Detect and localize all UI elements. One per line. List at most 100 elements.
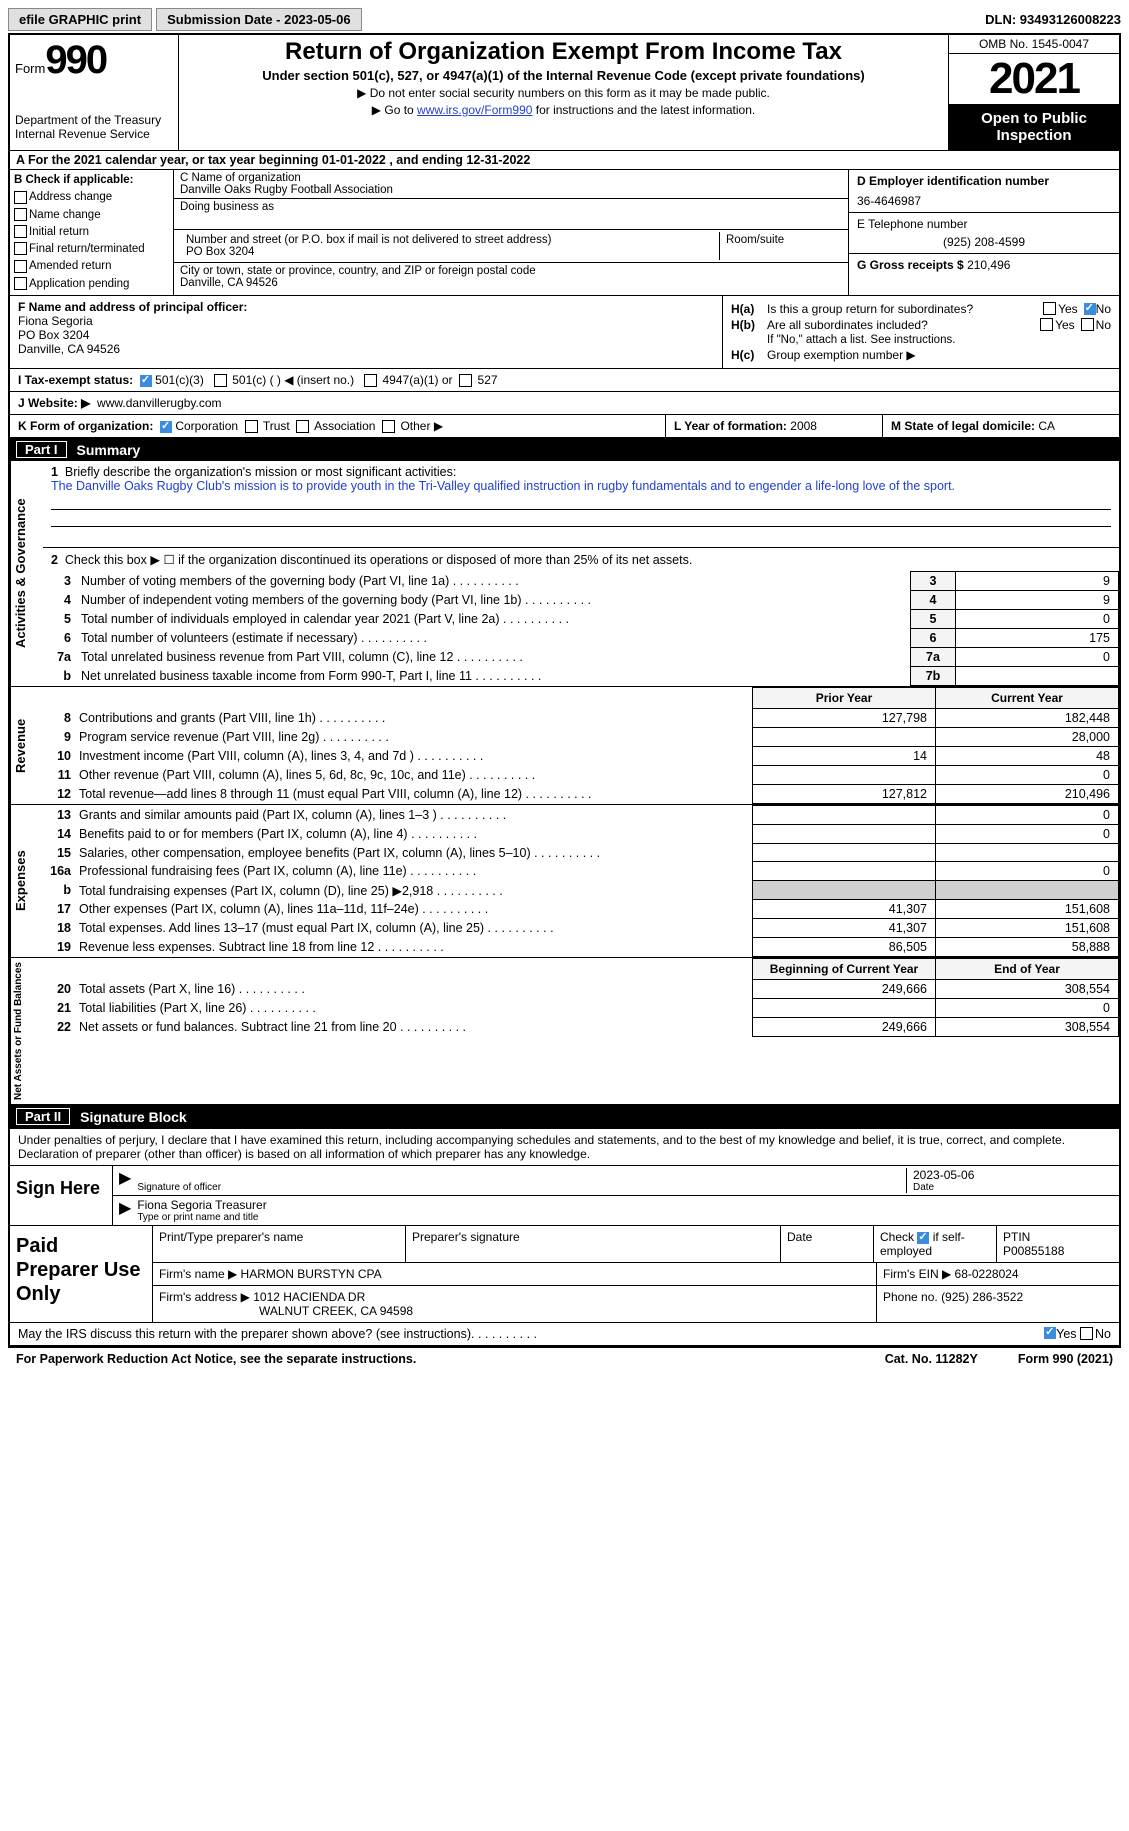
ein-value: 36-4646987 xyxy=(857,194,1111,208)
table-row: 15Salaries, other compensation, employee… xyxy=(43,844,1119,862)
hb-text: Are all subordinates included? xyxy=(767,318,1040,332)
table-row: 11Other revenue (Part VIII, column (A), … xyxy=(43,766,1119,785)
ha-label: H(a) xyxy=(731,302,767,316)
hc-text: Group exemption number ▶ xyxy=(767,348,1111,362)
ha-text: Is this a group return for subordinates? xyxy=(767,302,1043,316)
table-row: 4Number of independent voting members of… xyxy=(43,591,1119,610)
table-row: 9Program service revenue (Part VIII, lin… xyxy=(43,728,1119,747)
preparer-section: Paid Preparer Use Only Print/Type prepar… xyxy=(10,1225,1119,1322)
revenue-section: Revenue Prior YearCurrent Year8Contribut… xyxy=(10,687,1119,805)
form-org-label: K Form of organization: xyxy=(18,419,153,433)
hb-yes[interactable] xyxy=(1040,318,1053,331)
public-inspection: Open to Public Inspection xyxy=(949,104,1119,150)
top-section: Form990 Department of the Treasury Inter… xyxy=(10,35,1119,151)
table-row: 18Total expenses. Add lines 13–17 (must … xyxy=(43,919,1119,938)
discuss-no[interactable] xyxy=(1080,1327,1093,1340)
room-suite-label: Room/suite xyxy=(720,232,842,260)
part-1-header: Part I Summary xyxy=(10,438,1119,461)
firm-addr2: WALNUT CREEK, CA 94598 xyxy=(259,1304,413,1318)
state-domicile-label: M State of legal domicile: xyxy=(891,419,1035,433)
efile-button[interactable]: efile GRAPHIC print xyxy=(8,8,152,31)
netassets-section: Net Assets or Fund Balances Beginning of… xyxy=(10,958,1119,1105)
firm-phone-label: Phone no. xyxy=(883,1290,938,1304)
sig-name: Fiona Segoria Treasurer xyxy=(137,1198,266,1212)
part-1-num: Part I xyxy=(16,441,67,458)
prep-sig-hdr: Preparer's signature xyxy=(406,1226,781,1262)
table-row: 17Other expenses (Part IX, column (A), l… xyxy=(43,900,1119,919)
preparer-label: Paid Preparer Use Only xyxy=(10,1226,152,1322)
tel-label: E Telephone number xyxy=(857,217,1111,231)
table-row: 21Total liabilities (Part X, line 26)0 xyxy=(43,999,1119,1018)
hb-note: If "No," attach a list. See instructions… xyxy=(731,334,1111,346)
city-label: City or town, state or province, country… xyxy=(180,265,842,277)
form-frame: Form990 Department of the Treasury Inter… xyxy=(8,33,1121,1347)
sig-date-label: Date xyxy=(913,1182,1113,1193)
chk-corp[interactable] xyxy=(160,421,172,433)
chk-initial-return[interactable] xyxy=(14,225,27,238)
form-number: 990 xyxy=(45,38,106,82)
firm-ein: 68-0228024 xyxy=(955,1267,1019,1281)
revenue-table: Prior YearCurrent Year8Contributions and… xyxy=(43,687,1119,804)
header-bar: efile GRAPHIC print Submission Date - 20… xyxy=(8,8,1121,31)
part-2-title: Signature Block xyxy=(80,1109,187,1125)
table-row: 6Total number of volunteers (estimate if… xyxy=(43,629,1119,648)
table-row: bNet unrelated business taxable income f… xyxy=(43,667,1119,686)
row-i-tax-status: I Tax-exempt status: 501(c)(3) 501(c) ( … xyxy=(10,369,1119,392)
chk-501c3[interactable] xyxy=(140,375,152,387)
table-row: 3Number of voting members of the governi… xyxy=(43,572,1119,591)
table-row: 13Grants and similar amounts paid (Part … xyxy=(43,806,1119,825)
irs-link[interactable]: www.irs.gov/Form990 xyxy=(417,103,532,117)
table-row: 10Investment income (Part VIII, column (… xyxy=(43,747,1119,766)
officer-name: Fiona Segoria xyxy=(18,314,93,328)
cat-no: Cat. No. 11282Y xyxy=(885,1352,978,1366)
declaration-text: Under penalties of perjury, I declare th… xyxy=(10,1129,1119,1165)
table-row: 22Net assets or fund balances. Subtract … xyxy=(43,1018,1119,1037)
blank-line xyxy=(51,493,1111,510)
firm-phone: (925) 286-3522 xyxy=(941,1290,1023,1304)
chk-501c[interactable] xyxy=(214,374,227,387)
sign-here-label: Sign Here xyxy=(10,1166,112,1225)
addr-label: Number and street (or P.O. box if mail i… xyxy=(186,234,713,246)
title-block: Return of Organization Exempt From Incom… xyxy=(179,35,948,150)
table-row: 8Contributions and grants (Part VIII, li… xyxy=(43,709,1119,728)
mission-text: The Danville Oaks Rugby Club's mission i… xyxy=(51,479,955,493)
chk-trust[interactable] xyxy=(245,420,258,433)
part-1-title: Summary xyxy=(77,442,141,458)
firm-name-label: Firm's name ▶ xyxy=(159,1267,237,1281)
officer-addr1: PO Box 3204 xyxy=(18,328,89,342)
chk-assoc[interactable] xyxy=(296,420,309,433)
chk-address-change[interactable] xyxy=(14,191,27,204)
sig-name-label: Type or print name and title xyxy=(137,1212,266,1223)
form-title: Return of Organization Exempt From Incom… xyxy=(185,38,942,66)
chk-final-return[interactable] xyxy=(14,242,27,255)
website-value: www.danvillerugby.com xyxy=(97,396,222,410)
chk-amended[interactable] xyxy=(14,260,27,273)
hb-no[interactable] xyxy=(1081,318,1094,331)
city-value: Danville, CA 94526 xyxy=(180,277,842,289)
note-ssn: ▶ Do not enter social security numbers o… xyxy=(185,86,942,100)
chk-pending[interactable] xyxy=(14,277,27,290)
ha-yes[interactable] xyxy=(1043,302,1056,315)
chk-name-change[interactable] xyxy=(14,208,27,221)
arrow-icon: ▶ xyxy=(119,1198,131,1223)
year-formation: 2008 xyxy=(790,419,817,433)
activities-governance: Activities & Governance 1 Briefly descri… xyxy=(10,461,1119,687)
year-formation-label: L Year of formation: xyxy=(674,419,787,433)
submission-date: Submission Date - 2023-05-06 xyxy=(156,8,362,31)
chk-527[interactable] xyxy=(459,374,472,387)
discuss-yes[interactable] xyxy=(1044,1327,1056,1339)
website-label: J Website: ▶ xyxy=(18,396,90,410)
firm-name: HARMON BURSTYN CPA xyxy=(241,1267,382,1281)
chk-self-employed[interactable] xyxy=(917,1232,929,1244)
col-c-org-info: C Name of organization Danville Oaks Rug… xyxy=(174,170,848,295)
section-b-c-d: B Check if applicable: Address change Na… xyxy=(10,170,1119,296)
ha-no-checked[interactable] xyxy=(1084,303,1096,315)
chk-4947[interactable] xyxy=(364,374,377,387)
footer-bar: For Paperwork Reduction Act Notice, see … xyxy=(8,1347,1121,1370)
row-j-website: J Website: ▶ www.danvillerugby.com xyxy=(10,392,1119,415)
prep-name-hdr: Print/Type preparer's name xyxy=(153,1226,406,1262)
sig-date: 2023-05-06 xyxy=(913,1168,1113,1182)
vtab-activities: Activities & Governance xyxy=(10,461,43,686)
chk-other[interactable] xyxy=(382,420,395,433)
table-row: 12Total revenue—add lines 8 through 11 (… xyxy=(43,785,1119,804)
